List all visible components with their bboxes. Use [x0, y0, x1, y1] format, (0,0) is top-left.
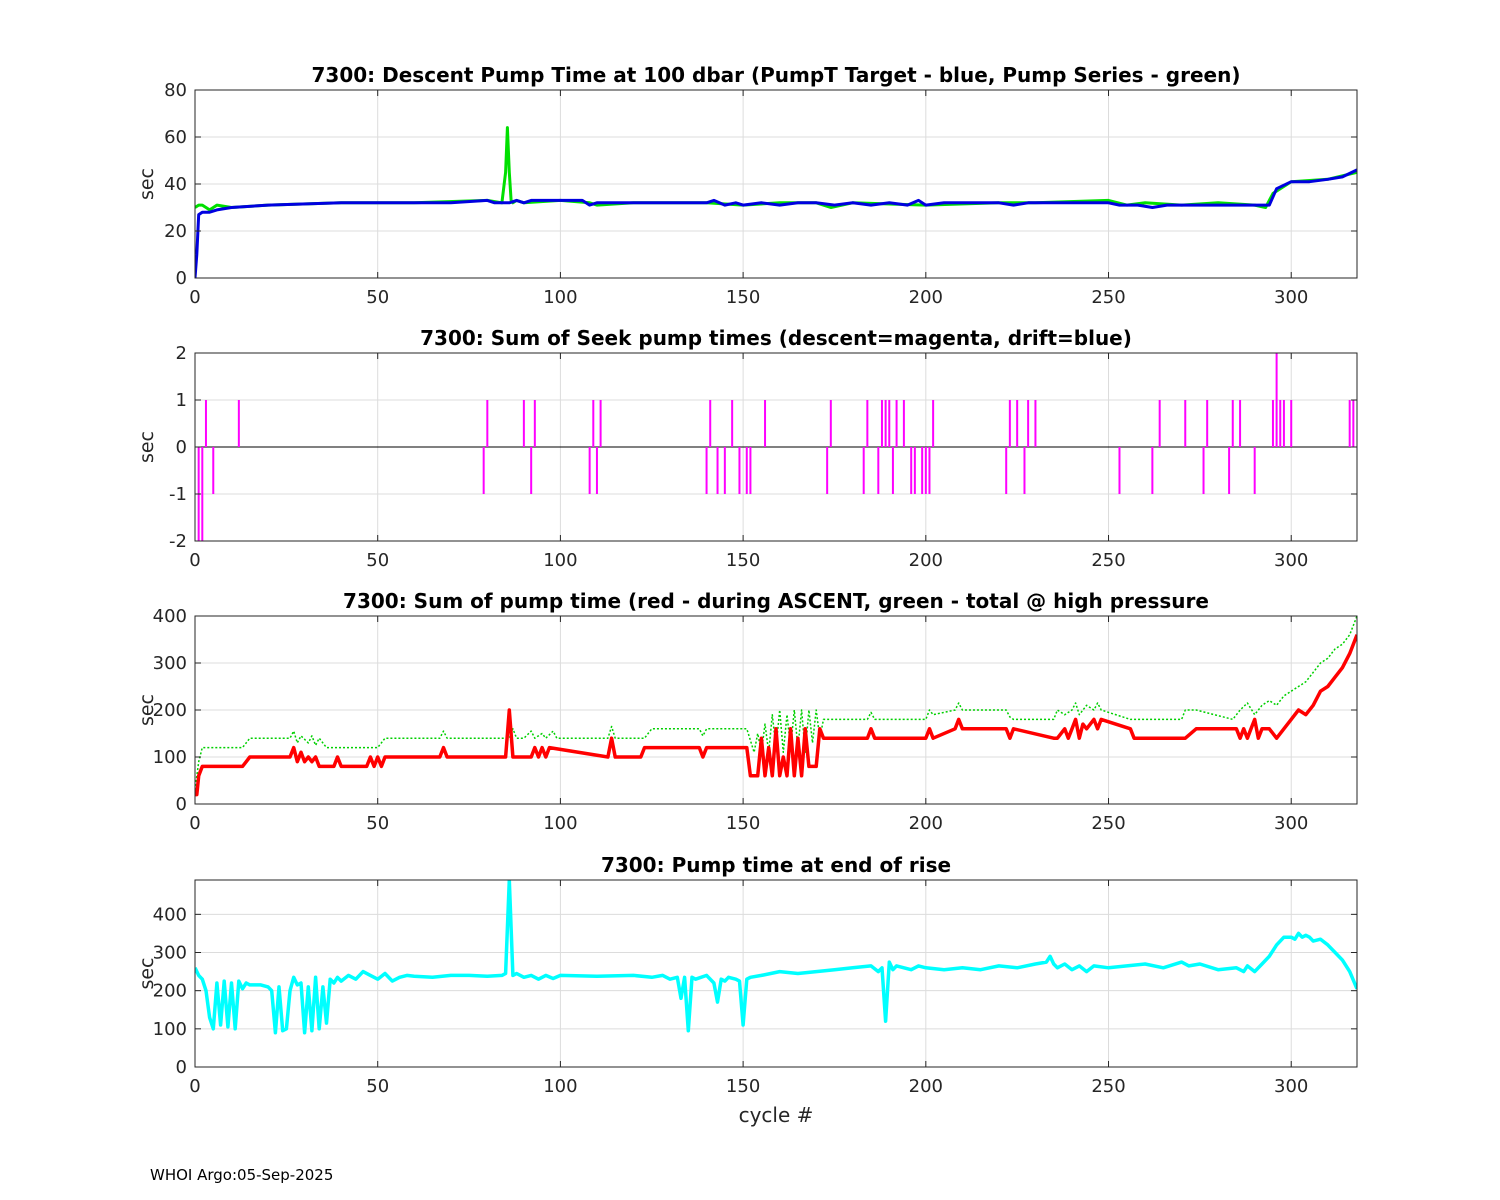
x-tick-label: 250	[1091, 550, 1125, 571]
x-tick-label: 300	[1274, 287, 1308, 308]
y-tick-label: 100	[153, 1019, 187, 1040]
x-tick-label: 150	[726, 1076, 760, 1097]
x-tick-label: 50	[366, 813, 389, 834]
chart-panel-4: 0 50 100 150 200 250 300 0 100 200 300 400 7300: Pum…	[136, 853, 1358, 1127]
y-tick-label: -2	[169, 531, 187, 552]
series-line-1	[195, 880, 1357, 1035]
data-layer	[195, 616, 1357, 797]
y-tick-label: 200	[153, 700, 187, 721]
chart-title: 7300: Sum of pump time (red - during ASC…	[343, 589, 1209, 613]
y-tick-label: 0	[176, 437, 187, 458]
y-axis-label: sec	[136, 957, 158, 989]
x-tick-label: 150	[726, 287, 760, 308]
chart-panel-2: 0 50 100 150 200 250 300 -2 -1 0 1 2 7300: Sum of Se…	[136, 326, 1358, 571]
y-tick-label: 40	[164, 174, 187, 195]
y-tick-label: 200	[153, 981, 187, 1002]
y-tick-label: -1	[169, 484, 187, 505]
x-tick-label: 0	[189, 287, 200, 308]
chart-title: 7300: Sum of Seek pump times (descent=ma…	[420, 326, 1132, 350]
series-line-2	[195, 168, 1357, 278]
x-tick-label: 150	[726, 813, 760, 834]
x-tick-label: 100	[543, 813, 577, 834]
data-layer	[195, 880, 1357, 1035]
x-tick-label: 250	[1091, 287, 1125, 308]
x-tick-label: 50	[366, 287, 389, 308]
x-tick-label: 100	[543, 1076, 577, 1097]
y-tick-label: 0	[176, 268, 187, 289]
footer-note: WHOI Argo:05-Sep-2025	[150, 1166, 334, 1184]
y-tick-label: 1	[176, 390, 187, 411]
y-tick-label: 300	[153, 653, 187, 674]
x-tick-label: 0	[189, 813, 200, 834]
axes-frame	[194, 879, 1358, 1068]
y-tick-label: 400	[153, 904, 187, 925]
x-tick-label: 0	[189, 1076, 200, 1097]
x-tick-label: 200	[909, 1076, 943, 1097]
x-tick-label: 200	[909, 813, 943, 834]
y-tick-label: 60	[164, 127, 187, 148]
chart-title: 7300: Pump time at end of rise	[601, 853, 951, 877]
x-tick-label: 150	[726, 550, 760, 571]
y-tick-label: 400	[153, 606, 187, 627]
data-layer	[195, 126, 1357, 278]
chart-panel-1: 0 50 100 150 200 250 300 0 20 40 60 80 7300: Descent…	[136, 63, 1358, 308]
y-tick-label: 0	[176, 1057, 187, 1078]
x-tick-label: 50	[366, 1076, 389, 1097]
chart-panel-3: 0 50 100 150 200 250 300 0 100 200 300 400 7300: Sum…	[136, 589, 1358, 834]
x-tick-label: 250	[1091, 813, 1125, 834]
series-line-1	[195, 616, 1357, 790]
y-tick-label: 2	[176, 343, 187, 364]
y-tick-label: 300	[153, 943, 187, 964]
x-tick-label: 200	[909, 287, 943, 308]
x-tick-label: 100	[543, 287, 577, 308]
x-axis-label: cycle #	[739, 1103, 814, 1127]
y-axis-label: sec	[136, 694, 158, 726]
x-tick-label: 300	[1274, 1076, 1308, 1097]
x-tick-label: 100	[543, 550, 577, 571]
y-tick-label: 0	[176, 794, 187, 815]
x-tick-label: 200	[909, 550, 943, 571]
y-tick-label: 100	[153, 747, 187, 768]
data-layer	[195, 353, 1357, 541]
y-tick-label: 80	[164, 80, 187, 101]
chart-title: 7300: Descent Pump Time at 100 dbar (Pum…	[312, 63, 1241, 87]
x-tick-label: 50	[366, 550, 389, 571]
y-tick-label: 20	[164, 221, 187, 242]
x-tick-label: 300	[1274, 550, 1308, 571]
x-tick-label: 250	[1091, 1076, 1125, 1097]
y-axis-label: sec	[136, 168, 158, 200]
y-axis-label: sec	[136, 431, 158, 463]
series-line-2	[195, 634, 1357, 797]
x-tick-label: 0	[189, 550, 200, 571]
x-tick-label: 300	[1274, 813, 1308, 834]
